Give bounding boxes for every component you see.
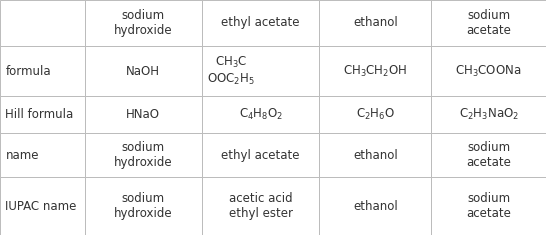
Text: sodium
acetate: sodium acetate: [466, 141, 511, 169]
Bar: [85, 177, 202, 235]
Text: ethanol: ethanol: [353, 200, 397, 213]
Bar: [0, 46, 85, 96]
Bar: [85, 0, 202, 46]
Text: sodium
hydroxide: sodium hydroxide: [114, 141, 173, 169]
Bar: [431, 0, 546, 46]
Bar: [85, 133, 202, 177]
Bar: [0, 96, 85, 133]
Text: IUPAC name: IUPAC name: [5, 200, 77, 213]
Text: ethanol: ethanol: [353, 16, 397, 29]
Bar: [431, 177, 546, 235]
Bar: [319, 133, 431, 177]
Bar: [319, 46, 431, 96]
Bar: [202, 46, 319, 96]
Text: sodium
hydroxide: sodium hydroxide: [114, 9, 173, 37]
Bar: [202, 177, 319, 235]
Bar: [202, 133, 319, 177]
Text: $\mathregular{C_2H_3NaO_2}$: $\mathregular{C_2H_3NaO_2}$: [459, 107, 519, 122]
Text: sodium
acetate: sodium acetate: [466, 9, 511, 37]
Text: HNaO: HNaO: [126, 108, 161, 121]
Bar: [202, 0, 319, 46]
Text: $\mathregular{C_4H_8O_2}$: $\mathregular{C_4H_8O_2}$: [239, 107, 283, 122]
Bar: [85, 46, 202, 96]
Bar: [319, 0, 431, 46]
Bar: [202, 96, 319, 133]
Text: Hill formula: Hill formula: [5, 108, 74, 121]
Bar: [85, 96, 202, 133]
Bar: [319, 177, 431, 235]
Text: ethyl acetate: ethyl acetate: [222, 149, 300, 162]
Text: sodium
acetate: sodium acetate: [466, 192, 511, 220]
Text: acetic acid
ethyl ester: acetic acid ethyl ester: [229, 192, 293, 220]
Text: formula: formula: [5, 65, 51, 78]
Bar: [0, 177, 85, 235]
Text: $\mathregular{CH_3C}$
$\mathregular{OOC_2H_5}$: $\mathregular{CH_3C}$ $\mathregular{OOC_…: [207, 55, 256, 87]
Bar: [0, 133, 85, 177]
Text: $\mathregular{C_2H_6O}$: $\mathregular{C_2H_6O}$: [356, 107, 395, 122]
Bar: [431, 46, 546, 96]
Text: ethyl acetate: ethyl acetate: [222, 16, 300, 29]
Text: name: name: [5, 149, 39, 162]
Bar: [431, 96, 546, 133]
Text: $\mathregular{CH_3COONa}$: $\mathregular{CH_3COONa}$: [455, 63, 522, 79]
Text: sodium
hydroxide: sodium hydroxide: [114, 192, 173, 220]
Bar: [319, 96, 431, 133]
Text: $\mathregular{CH_3CH_2OH}$: $\mathregular{CH_3CH_2OH}$: [343, 63, 407, 79]
Text: ethanol: ethanol: [353, 149, 397, 162]
Bar: [0, 0, 85, 46]
Text: NaOH: NaOH: [126, 65, 161, 78]
Bar: [431, 133, 546, 177]
